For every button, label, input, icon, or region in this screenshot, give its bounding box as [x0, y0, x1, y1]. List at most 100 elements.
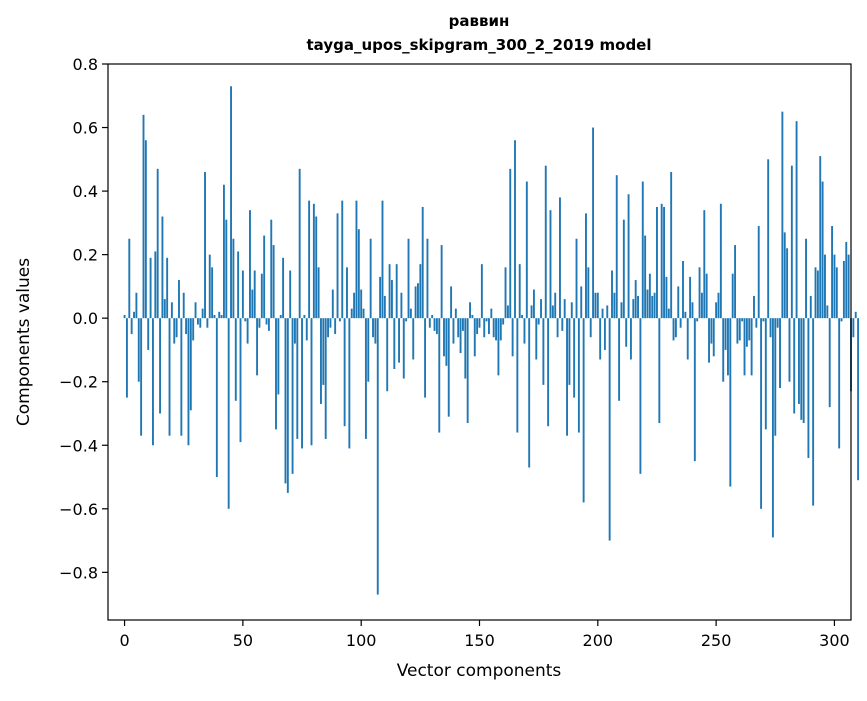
bar — [443, 318, 445, 357]
bar — [260, 273, 263, 319]
bar — [211, 267, 214, 319]
bar — [149, 257, 152, 319]
bar — [480, 264, 483, 319]
bar — [324, 318, 327, 439]
bar — [135, 292, 138, 319]
bar — [234, 318, 237, 401]
bar — [672, 318, 675, 341]
bar — [537, 318, 540, 325]
bar — [239, 318, 242, 443]
x-axis-label: Vector components — [397, 661, 562, 681]
bar — [178, 280, 180, 319]
bar — [426, 238, 429, 319]
bar — [320, 318, 322, 404]
bar — [173, 318, 176, 344]
bar — [317, 267, 320, 319]
bar — [208, 254, 211, 319]
bar — [137, 318, 140, 382]
bar — [147, 318, 150, 350]
bar — [542, 318, 545, 385]
bar — [125, 318, 128, 398]
bar — [367, 318, 370, 382]
bar — [601, 308, 604, 319]
bar — [753, 295, 755, 319]
bar — [395, 264, 398, 319]
bar — [622, 219, 625, 319]
bar — [402, 318, 405, 379]
bar — [805, 238, 807, 319]
bar — [362, 308, 365, 319]
bar — [741, 318, 744, 322]
bar — [504, 267, 507, 319]
bar — [845, 241, 848, 319]
bar — [483, 318, 486, 338]
chart-subtitle: tayga_upos_skipgram_300_2_2019 model — [307, 36, 652, 54]
bar — [310, 318, 313, 446]
bar — [532, 289, 535, 319]
bar — [435, 318, 438, 335]
bar — [575, 238, 578, 319]
bar — [544, 165, 547, 319]
bar — [469, 302, 471, 319]
bar — [152, 318, 154, 446]
bar — [589, 318, 592, 338]
bar — [708, 318, 710, 363]
bar — [809, 295, 812, 319]
bar — [338, 318, 341, 322]
bar — [570, 302, 573, 319]
bar — [249, 210, 251, 319]
bar — [644, 235, 647, 319]
bar — [734, 245, 736, 319]
bar — [466, 318, 469, 424]
bar — [556, 318, 559, 338]
bar — [824, 254, 826, 319]
bar — [272, 245, 275, 319]
bar — [315, 216, 318, 319]
bar — [398, 318, 400, 363]
bar — [476, 318, 479, 335]
bar — [639, 318, 642, 474]
bar — [838, 318, 841, 449]
bar — [712, 318, 715, 357]
bar — [386, 318, 389, 392]
bar — [499, 318, 502, 341]
bar — [170, 302, 173, 319]
bar — [549, 210, 552, 319]
bar — [241, 270, 244, 319]
bar — [343, 318, 346, 427]
bar — [291, 318, 294, 474]
bar — [731, 273, 734, 319]
bar — [393, 318, 396, 369]
bar — [251, 289, 254, 319]
bar — [802, 318, 805, 424]
bar — [144, 140, 147, 319]
bar — [346, 267, 348, 319]
bar — [812, 318, 815, 506]
bar — [303, 314, 306, 319]
bar — [473, 318, 476, 357]
bar — [547, 318, 550, 427]
bar — [793, 318, 796, 414]
bar — [798, 318, 800, 404]
bar — [225, 219, 228, 319]
x-tick-label: 100 — [346, 631, 377, 650]
ticks-group: 0 50 100 150 200 250 300 −0.8 −0.6 −0.4 −0.2 0.0 0.2… — [59, 55, 850, 650]
bar — [599, 318, 602, 360]
bar — [774, 318, 777, 436]
bar — [831, 226, 834, 319]
bar — [627, 194, 630, 319]
bar — [431, 314, 434, 319]
bar — [265, 318, 268, 325]
bar — [790, 165, 793, 319]
bar — [204, 172, 206, 319]
bar — [308, 200, 311, 319]
bar — [525, 181, 528, 319]
bar — [329, 318, 332, 328]
y-tick-label: −0.6 — [59, 500, 98, 519]
bar — [461, 318, 464, 331]
bar — [563, 299, 566, 319]
bar — [301, 318, 303, 449]
bar — [454, 308, 457, 319]
bar — [407, 238, 410, 319]
y-tick-label: 0.0 — [73, 309, 98, 328]
